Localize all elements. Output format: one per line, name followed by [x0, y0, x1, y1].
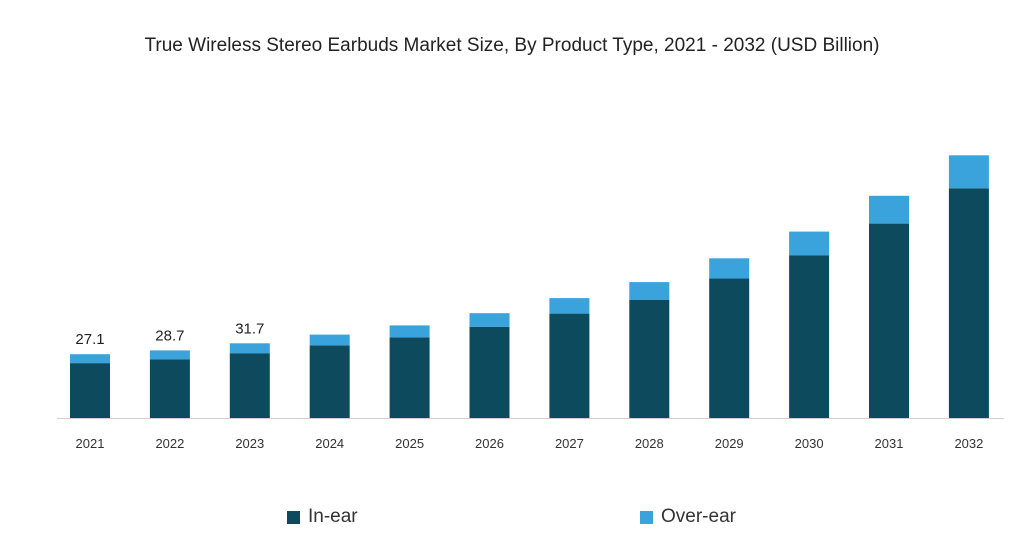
- bar-in-ear-2021: [70, 363, 110, 418]
- bar-in-ear-2025: [389, 337, 430, 418]
- x-tick-2031: 2031: [875, 436, 904, 451]
- bar-over-ear-2021: [70, 354, 110, 364]
- x-tick-2029: 2029: [715, 436, 744, 451]
- bar-in-ear-2027: [549, 313, 590, 418]
- x-tick-2023: 2023: [235, 436, 264, 451]
- bar-in-ear-2032: [948, 188, 989, 418]
- bar-in-ear-2029: [709, 278, 750, 418]
- data-label-2022: 28.7: [155, 327, 184, 344]
- x-tick-2026: 2026: [475, 436, 504, 451]
- bar-over-ear-2024: [309, 334, 350, 346]
- bar-in-ear-2028: [629, 299, 670, 418]
- chart-title: True Wireless Stereo Earbuds Market Size…: [145, 35, 880, 56]
- bar-over-ear-2025: [389, 325, 430, 338]
- bar-over-ear-2032: [948, 155, 989, 189]
- x-tick-2022: 2022: [155, 436, 184, 451]
- legend-swatch-over-ear: [640, 510, 653, 524]
- x-tick-2028: 2028: [635, 436, 664, 451]
- bar-over-ear-2030: [789, 231, 830, 256]
- bar-in-ear-2031: [869, 223, 909, 418]
- bar-over-ear-2026: [469, 313, 510, 327]
- legend-swatch-in-ear: [287, 510, 300, 524]
- legend-item-in-ear: In-ear: [287, 506, 358, 528]
- x-tick-2021: 2021: [76, 436, 105, 451]
- legend-label-over-ear: Over-ear: [661, 506, 736, 527]
- x-tick-2027: 2027: [555, 436, 584, 451]
- bars-group: [70, 155, 989, 418]
- bar-in-ear-2022: [149, 359, 190, 418]
- bar-over-ear-2029: [709, 258, 750, 279]
- bar-over-ear-2023: [229, 343, 270, 354]
- legend-item-over-ear: Over-ear: [640, 506, 736, 528]
- x-tick-2030: 2030: [795, 436, 824, 451]
- bar-in-ear-2030: [789, 255, 830, 418]
- bar-in-ear-2023: [229, 353, 270, 418]
- bar-over-ear-2027: [549, 298, 590, 314]
- bar-over-ear-2028: [629, 282, 670, 300]
- legend-label-in-ear: In-ear: [308, 506, 358, 527]
- bar-in-ear-2024: [309, 345, 350, 418]
- bar-over-ear-2031: [869, 195, 909, 224]
- x-tick-2025: 2025: [395, 436, 424, 451]
- data-label-2023: 31.7: [235, 320, 264, 337]
- x-tick-2024: 2024: [315, 436, 344, 451]
- legend: In-ear Over-ear: [0, 506, 1024, 536]
- data-label-2021: 27.1: [75, 331, 104, 348]
- bar-in-ear-2026: [469, 326, 510, 418]
- bar-over-ear-2022: [149, 350, 190, 360]
- x-tick-labels: 2021 2022 2023 2024 2025 2026 2027 2028 2029 2030…: [76, 436, 984, 451]
- data-labels: 27.1 28.7 31.7: [75, 320, 264, 348]
- x-tick-2032: 2032: [954, 436, 983, 451]
